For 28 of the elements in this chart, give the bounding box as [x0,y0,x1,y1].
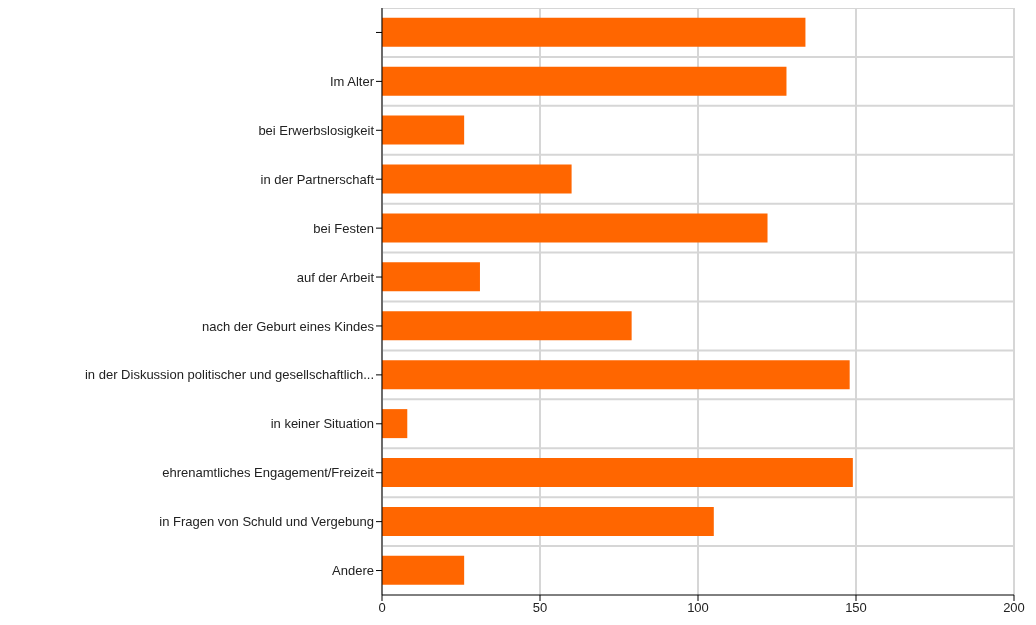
bar [382,213,768,243]
y-tick-label: bei Festen [313,220,374,236]
y-tick-label: in der Partnerschaft [260,171,375,187]
y-tick-label: nach der Geburt eines Kindes [202,318,375,334]
x-tick-label: 200 [1003,600,1025,616]
y-tick-label: Andere [332,563,374,579]
bar [382,555,465,585]
bar [382,164,572,194]
bar [382,66,787,96]
bar [382,506,714,536]
bar [382,458,853,488]
y-tick-label: ehrenamtliches Engagement/Freizeit [162,465,375,481]
x-tick-label: 50 [532,600,548,616]
y-tick-label: in der Diskussion politischer und gesellschaftlich... [84,367,374,383]
bar [382,262,480,292]
bar [382,115,465,145]
y-tick-label: Im Alter [329,73,375,89]
y-tick-label: in keiner Situation [270,416,374,432]
y-tick-label: bei Erwerbslosigkeit [258,122,375,138]
x-tick-label: 0 [378,600,386,616]
bar [382,409,408,439]
bar [382,360,850,390]
y-tick-label: auf der Arbeit [296,269,375,285]
x-tick-label: 150 [845,600,867,616]
bar [382,17,806,47]
bar [382,311,632,341]
y-tick-label: in Fragen von Schuld und Vergebung [159,514,374,530]
x-tick-label: 100 [687,600,709,616]
